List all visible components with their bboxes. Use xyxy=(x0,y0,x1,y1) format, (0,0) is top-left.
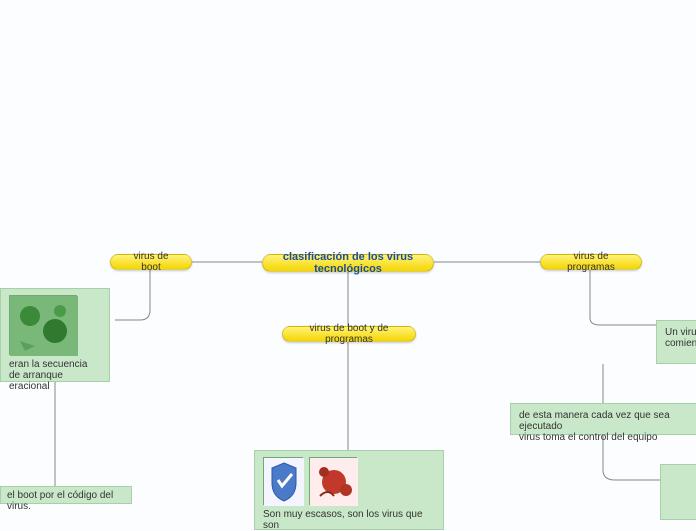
node-boot-programas[interactable]: virus de boot y de programas xyxy=(282,326,416,342)
detail-programas-mid[interactable]: de esta manera cada vez que sea ejecutad… xyxy=(510,403,696,435)
detail-programas-mid-text: de esta manera cada vez que sea ejecutad… xyxy=(519,410,670,443)
shield-icon xyxy=(263,457,303,505)
node-boot[interactable]: virus de boot xyxy=(110,254,192,270)
node-center-label: clasificación de los virus tecnológicos xyxy=(275,251,421,275)
detail-boot-programas[interactable]: Son muy escasos, son los virus que son xyxy=(254,450,444,530)
detail-boot-programas-text: Son muy escasos, son los virus que son xyxy=(263,509,435,531)
detail-boot-sub[interactable]: el boot por el código del virus. xyxy=(0,486,132,504)
node-programas-label: virus de programas xyxy=(553,251,629,273)
detail-programas-bottom[interactable] xyxy=(660,464,696,520)
node-center[interactable]: clasificación de los virus tecnológicos xyxy=(262,254,434,272)
node-boot-programas-label: virus de boot y de programas xyxy=(295,323,403,345)
node-boot-label: virus de boot xyxy=(123,251,179,273)
node-programas[interactable]: virus de programas xyxy=(540,254,642,270)
bug-icon xyxy=(309,457,357,505)
detail-boot-text: eran la secuencia de arranque eracional xyxy=(9,359,101,392)
detail-boot[interactable]: eran la secuencia de arranque eracional xyxy=(0,288,110,382)
detail-programas-top-text: Un virus comienz xyxy=(665,327,696,349)
virus-icon xyxy=(9,295,77,355)
detail-boot-sub-text: el boot por el código del virus. xyxy=(7,490,113,512)
detail-programas-top[interactable]: Un virus comienz xyxy=(656,320,696,364)
